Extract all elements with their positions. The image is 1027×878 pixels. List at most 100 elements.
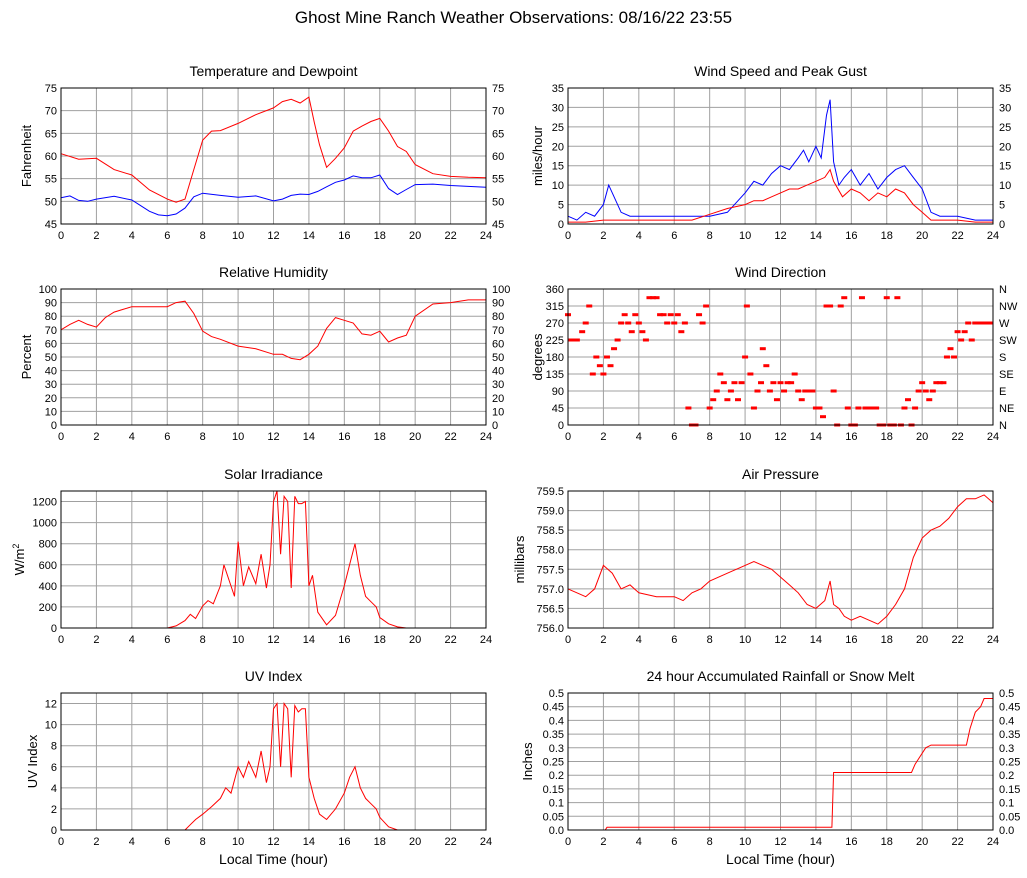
wind-direction-point — [912, 406, 919, 410]
x-tick-label: 22 — [951, 634, 963, 646]
x-tick-label: 8 — [707, 431, 713, 443]
plot-frame — [60, 692, 487, 831]
wind-direction-point — [735, 398, 741, 402]
x-tick-label: 8 — [707, 230, 713, 242]
wind-direction-point — [568, 338, 575, 342]
wind-direction-point — [812, 406, 819, 410]
page-title: Ghost Mine Ranch Weather Observations: 0… — [294, 8, 733, 27]
wind-direction-point — [951, 355, 958, 359]
y-tick-label: 180 — [546, 352, 564, 364]
y-tick-label: 0.35 — [543, 729, 564, 741]
x-tick-label: 6 — [164, 634, 170, 646]
y-tick-label: 0.5 — [549, 688, 564, 700]
x-tick-label: 14 — [810, 836, 822, 848]
series-line-0 — [568, 698, 993, 831]
y-tick-label-right: 0.45 — [999, 702, 1020, 714]
x-tick-label: 6 — [671, 230, 677, 242]
x-tick-label: 4 — [636, 836, 642, 848]
series-line-0 — [61, 490, 486, 629]
y-tick-label-right: 55 — [492, 174, 504, 186]
wind-direction-point — [671, 321, 678, 325]
y-tick-label: 759.5 — [536, 486, 564, 498]
y-tick-label-right: 0 — [492, 420, 498, 432]
x-tick-label: 4 — [636, 431, 642, 443]
x-tick-label: 16 — [338, 836, 350, 848]
x-tick-label: 10 — [232, 634, 244, 646]
y-tick-label-right: 5 — [999, 200, 1005, 212]
y-tick-label: 90 — [552, 386, 564, 398]
x-tick-label: 2 — [600, 836, 606, 848]
y-tick-label: 65 — [45, 128, 57, 140]
x-tick-label: 8 — [200, 431, 206, 443]
y-tick-label: 0.3 — [549, 743, 564, 755]
wind-direction-point — [664, 321, 671, 325]
y-tick-label-right: 0.05 — [999, 811, 1020, 823]
x-tick-label: 22 — [444, 230, 456, 242]
x-tick-label: 12 — [774, 836, 786, 848]
y-tick-label-right: 70 — [492, 106, 504, 118]
series-line-0 — [60, 299, 486, 361]
y-tick-label: 12 — [45, 699, 57, 711]
y-tick-label: 55 — [45, 174, 57, 186]
x-tick-label: 18 — [374, 431, 386, 443]
y-tick-label: 400 — [39, 581, 57, 593]
wind-direction-point — [703, 304, 710, 308]
y-tick-label: 70 — [45, 325, 57, 337]
wind-direction-point — [678, 330, 685, 334]
y-tick-label: 45 — [552, 403, 564, 415]
chart-rain: 24 hour Accumulated Rainfall or Snow Mel… — [520, 668, 1020, 867]
wind-direction-point — [919, 381, 926, 385]
x-tick-label: 24 — [480, 634, 492, 646]
chart-title: Air Pressure — [742, 466, 819, 482]
x-tick-label: 2 — [93, 230, 99, 242]
x-tick-label: 12 — [774, 230, 786, 242]
y-tick-label: 10 — [552, 180, 564, 192]
compass-tick-label: N — [999, 420, 1007, 432]
y-tick-label: 758.5 — [536, 525, 564, 537]
wind-direction-point — [943, 355, 950, 359]
wind-direction-point — [759, 347, 766, 351]
y-tick-label: 50 — [45, 352, 57, 364]
x-tick-label: 18 — [374, 634, 386, 646]
wind-direction-point — [933, 381, 940, 385]
wind-direction-point — [770, 381, 777, 385]
x-tick-label: 0 — [58, 431, 64, 443]
wind-direction-point — [982, 321, 989, 325]
wind-direction-point — [738, 381, 745, 385]
series-line-0 — [567, 494, 994, 625]
x-tick-label: 20 — [916, 431, 928, 443]
series-line-1 — [568, 168, 993, 223]
x-tick-label: 22 — [444, 836, 456, 848]
wind-direction-point — [823, 304, 830, 308]
y-axis-label: W/m2 — [11, 544, 27, 576]
x-tick-label: 6 — [164, 836, 170, 848]
wind-direction-point — [706, 406, 713, 410]
x-tick-label: 2 — [93, 836, 99, 848]
series-line-1 — [60, 174, 487, 217]
wind-direction-point — [603, 355, 610, 359]
wind-direction-point — [809, 389, 816, 393]
wind-direction-point — [731, 381, 738, 385]
wind-direction-point — [926, 398, 933, 402]
chart-title: Temperature and Dewpoint — [189, 63, 357, 79]
y-tick-label: 0.05 — [543, 811, 564, 823]
x-tick-label: 10 — [232, 230, 244, 242]
wind-direction-point — [717, 372, 724, 376]
wind-direction-point — [750, 406, 757, 410]
x-tick-label: 12 — [774, 431, 786, 443]
wind-direction-point — [763, 364, 770, 368]
wind-direction-point — [607, 364, 614, 368]
wind-direction-point — [855, 406, 862, 410]
x-tick-label: 6 — [671, 836, 677, 848]
wind-direction-point — [713, 389, 720, 393]
wind-direction-point — [724, 398, 731, 402]
y-tick-label-right: 0.0 — [999, 825, 1014, 837]
x-tick-label: 22 — [951, 230, 963, 242]
x-tick-label: 2 — [93, 634, 99, 646]
x-tick-label: 20 — [916, 634, 928, 646]
x-tick-label: 0 — [565, 634, 571, 646]
wind-direction-point — [742, 355, 749, 359]
